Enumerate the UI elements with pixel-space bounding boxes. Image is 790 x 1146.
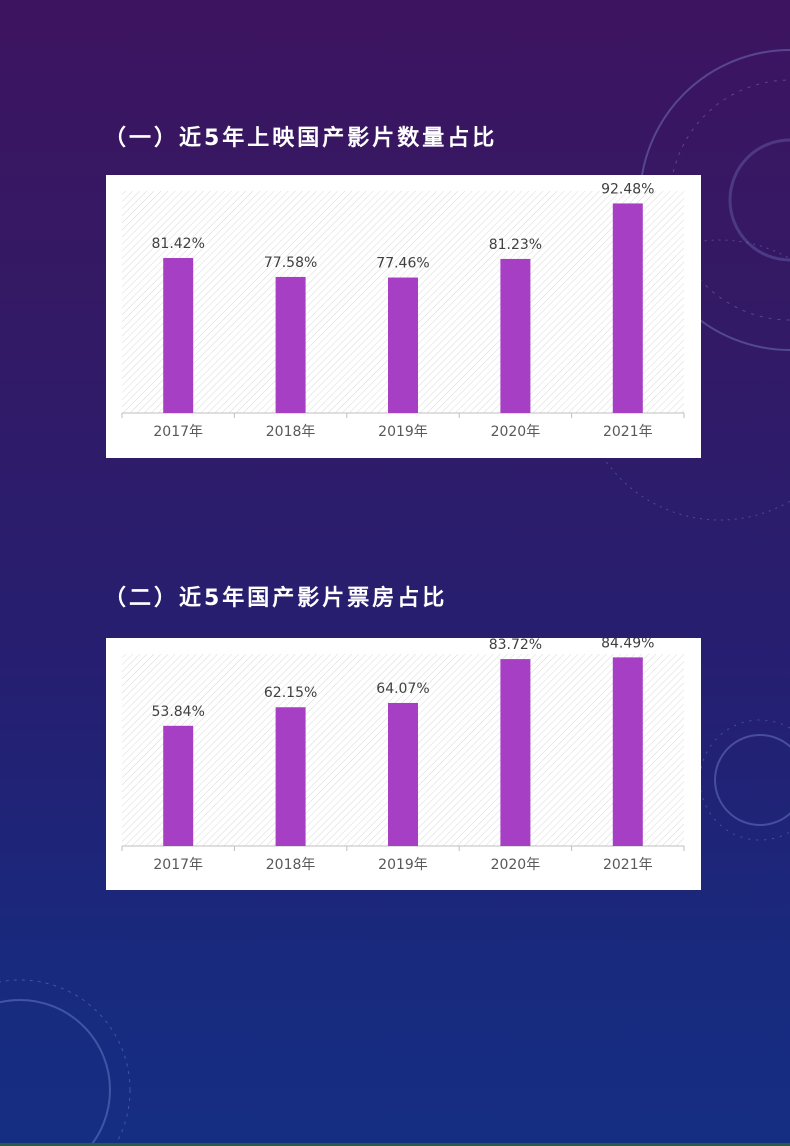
film-count-chart-card: 81.42% 2017年 77.58% 2018年 77.46% 2019年 81.23% 2… [106, 175, 701, 458]
category-label-1: 2018年 [266, 424, 316, 440]
bar-4 [612, 657, 643, 846]
data-label-3: 83.72% [489, 638, 542, 653]
category-label-1: 2018年 [266, 857, 316, 873]
bar-1 [275, 276, 306, 413]
section-title-box-office: （二）近5年国产影片票房占比 [104, 586, 448, 611]
category-label-2: 2019年 [378, 857, 428, 873]
category-label-4: 2021年 [603, 857, 653, 873]
data-label-3: 81.23% [489, 237, 542, 253]
data-label-2: 77.46% [376, 256, 429, 272]
data-label-0: 81.42% [152, 236, 205, 252]
data-label-0: 53.84% [152, 704, 205, 720]
bar-4 [612, 203, 643, 413]
category-label-3: 2020年 [491, 857, 541, 873]
category-label-0: 2017年 [153, 857, 203, 873]
category-label-4: 2021年 [603, 424, 653, 440]
data-label-1: 77.58% [264, 255, 317, 271]
category-label-2: 2019年 [378, 424, 428, 440]
section-title-film-count: （一）近5年上映国产影片数量占比 [104, 126, 498, 151]
bar-0 [163, 257, 194, 413]
data-label-1: 62.15% [264, 685, 317, 701]
bar-3 [500, 258, 531, 413]
category-label-0: 2017年 [153, 424, 203, 440]
bar-2 [388, 702, 418, 846]
category-label-3: 2020年 [491, 424, 541, 440]
data-label-2: 64.07% [376, 681, 429, 697]
data-label-4: 84.49% [601, 638, 654, 651]
bar-3 [500, 659, 531, 846]
box-office-chart-card: 53.84% 2017年 62.15% 2018年 64.07% 2019年 83.72% 2… [106, 638, 701, 890]
data-label-4: 92.48% [601, 181, 654, 197]
bar-2 [388, 277, 418, 413]
film-count-bar-chart: 81.42% 2017年 77.58% 2018年 77.46% 2019年 81.23% 2… [121, 181, 685, 440]
bottom-border [0, 1143, 790, 1146]
bar-0 [163, 725, 194, 846]
box-office-bar-chart: 53.84% 2017年 62.15% 2018年 64.07% 2019年 83.72% 2… [121, 638, 685, 873]
bar-1 [275, 707, 306, 846]
